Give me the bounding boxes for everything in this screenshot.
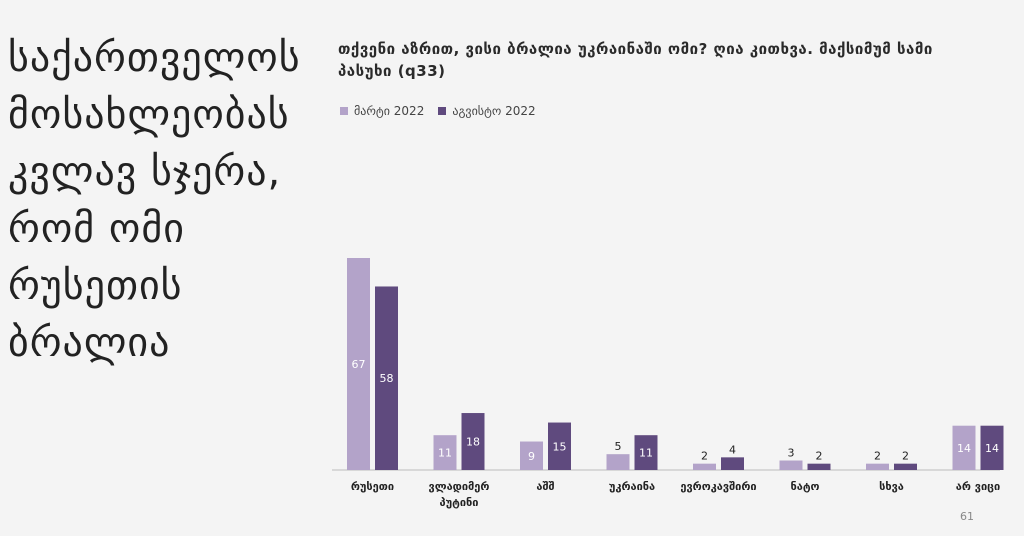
category-label-4: ევროკავშირი: [680, 480, 756, 493]
category-label-3: უკრაინა: [609, 480, 655, 493]
bar-august-0: [375, 286, 398, 470]
data-label-march-0: 67: [352, 358, 366, 371]
category-label-0: რუსეთი: [351, 480, 394, 493]
bar-march-7: [952, 425, 976, 470]
category-label-2: აშშ: [536, 480, 554, 493]
data-label-august-1: 18: [466, 436, 480, 449]
data-label-august-5: 2: [816, 450, 823, 463]
bar-august-4: [721, 457, 744, 470]
chart-title: თქვენი აზრით, ვისი ბრალია უკრაინაში ომი?…: [338, 40, 933, 80]
legend-item-august: აგვისტო 2022: [438, 104, 536, 118]
chart-legend: მარტი 2022 აგვისტო 2022: [340, 104, 536, 118]
legend-label-august: აგვისტო 2022: [452, 104, 536, 118]
data-label-march-4: 2: [701, 450, 708, 463]
category-label-5: ნატო: [790, 480, 819, 493]
data-label-march-7: 14: [957, 442, 971, 455]
legend-item-march: მარტი 2022: [340, 104, 424, 118]
category-label-7: არ ვიცი: [956, 480, 1000, 493]
bar-august-1: [461, 413, 485, 470]
data-label-august-7: 14: [985, 442, 999, 455]
legend-label-march: მარტი 2022: [354, 104, 425, 118]
data-label-march-6: 2: [874, 450, 881, 463]
data-label-august-4: 4: [729, 443, 736, 456]
category-label-6: სხვა: [879, 480, 904, 493]
bar-august-5: [807, 463, 831, 470]
category-label-1: ვლადიმერ პუტინი: [429, 480, 490, 509]
legend-swatch-august: [438, 107, 447, 115]
data-label-march-1: 11: [438, 447, 452, 460]
data-label-march-5: 3: [788, 447, 795, 460]
bar-march-1: [433, 435, 457, 470]
bar-march-0: [347, 258, 370, 470]
data-label-august-0: 58: [380, 372, 394, 385]
bar-march-2: [520, 441, 543, 470]
bar-august-7: [980, 425, 1004, 470]
bar-march-6: [866, 463, 889, 470]
bar-august-6: [894, 463, 917, 470]
bar-march-3: [606, 454, 630, 470]
bar-august-2: [548, 422, 571, 470]
bar-march-4: [693, 463, 716, 470]
page-number: 61: [960, 510, 974, 523]
data-label-august-3: 11: [639, 447, 653, 460]
bar-march-5: [779, 460, 803, 470]
data-label-august-6: 2: [902, 450, 909, 463]
headline: საქართველოს მოსახლეობას კვლავ სჯერა, რომ…: [8, 35, 301, 366]
data-label-march-2: 9: [528, 450, 535, 463]
data-label-march-3: 5: [615, 440, 622, 453]
legend-swatch-march: [340, 107, 348, 115]
data-label-august-2: 15: [553, 440, 567, 453]
bar-august-3: [634, 435, 658, 470]
